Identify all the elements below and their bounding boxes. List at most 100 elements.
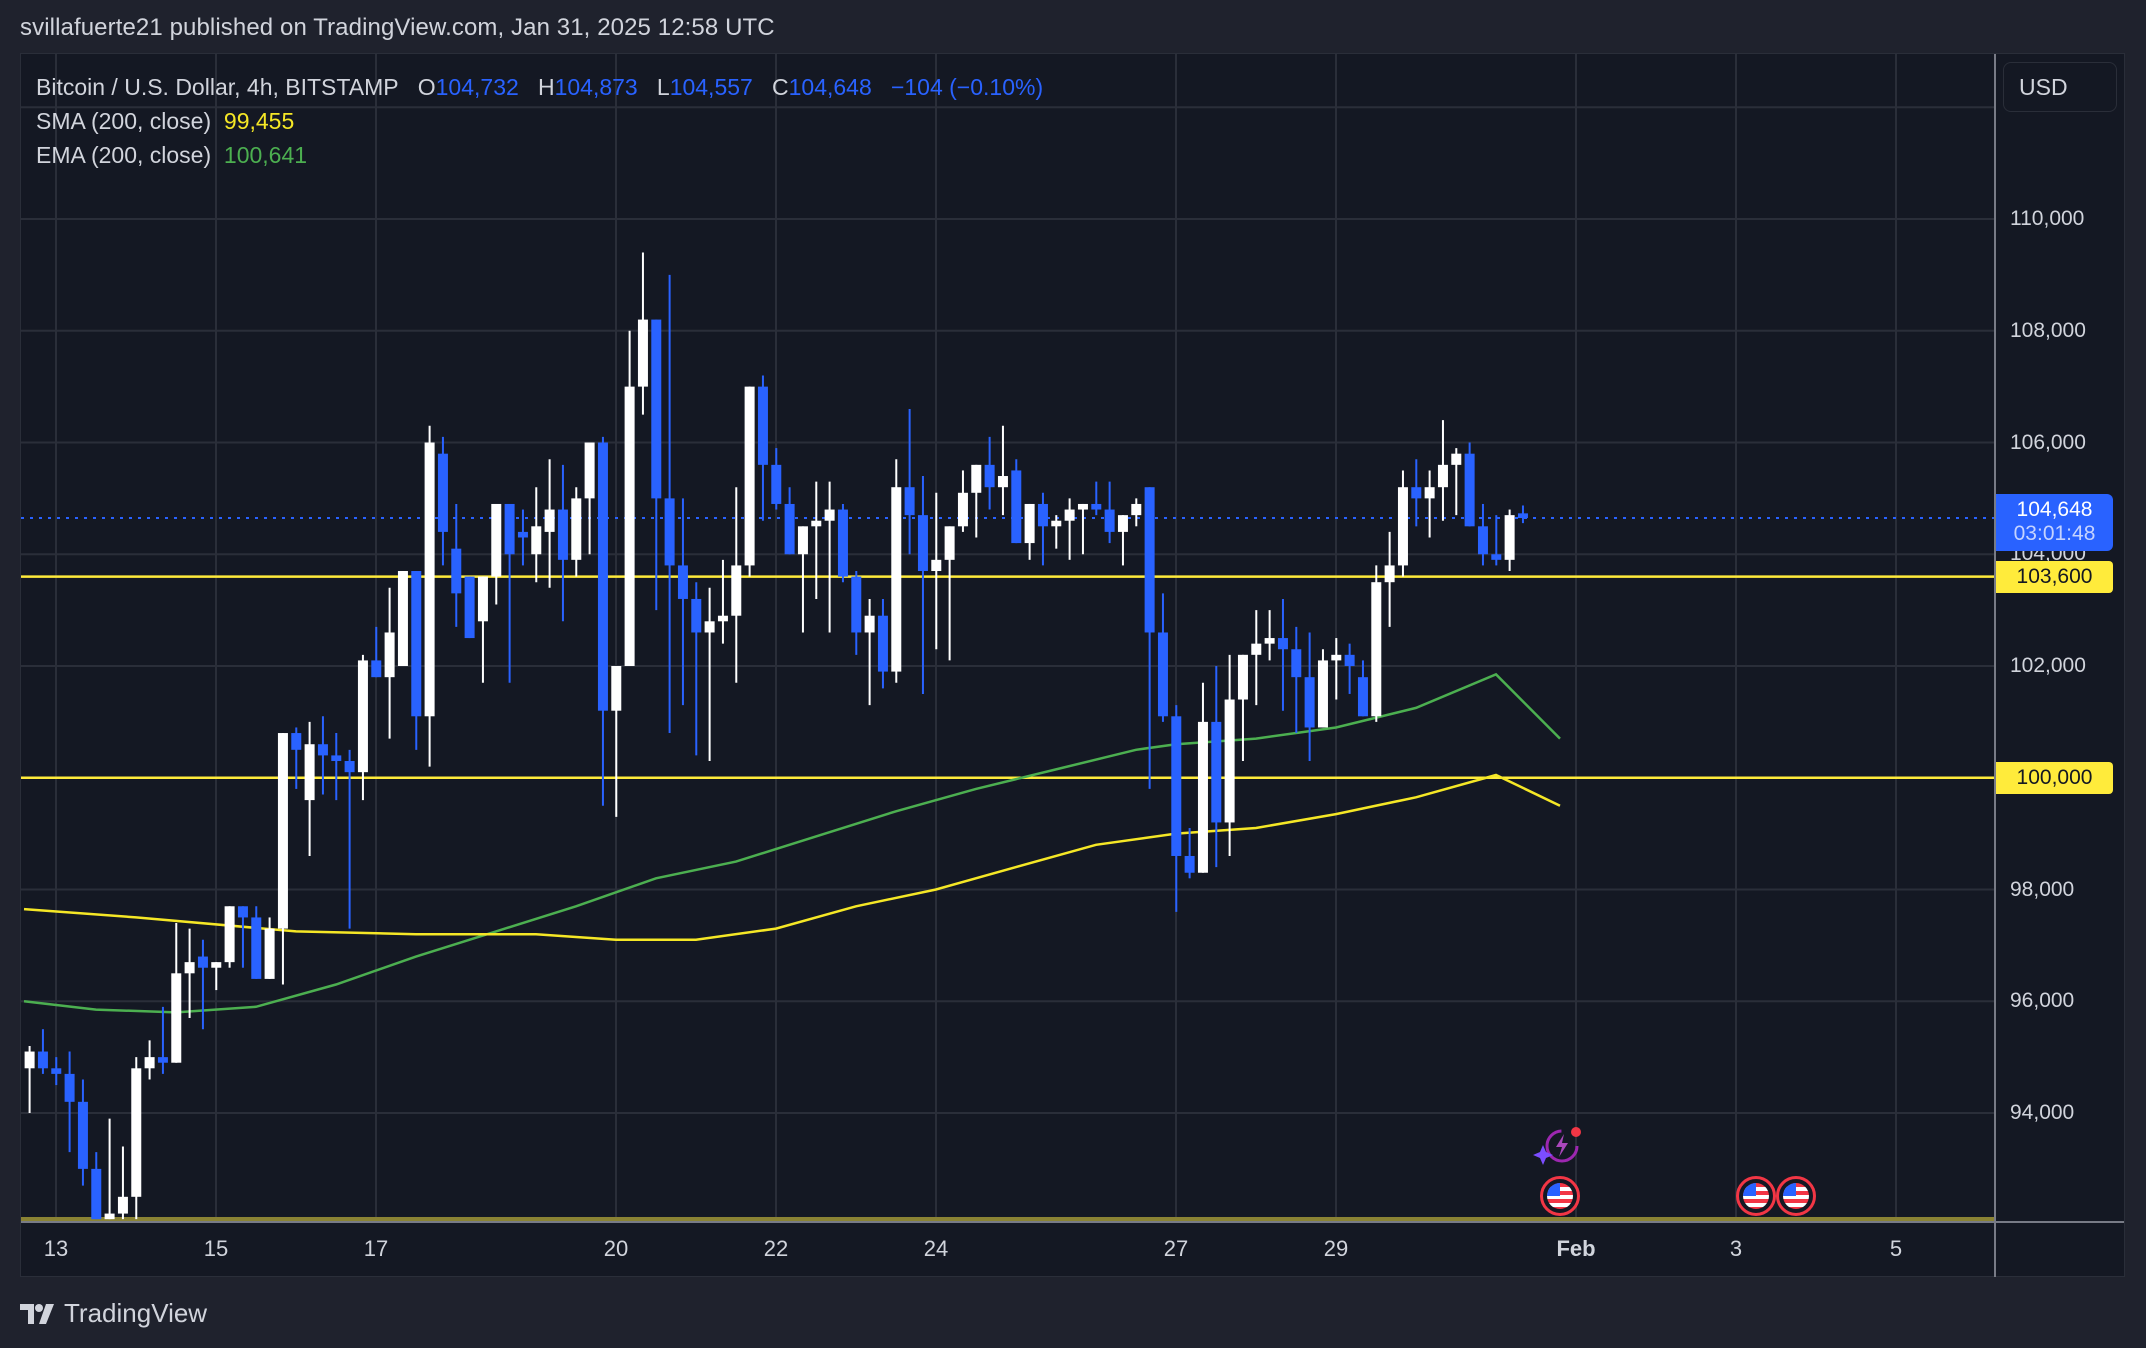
ema-label[interactable]: EMA (200, close) <box>36 142 212 168</box>
candle-up <box>1504 515 1515 560</box>
candle-up <box>1397 487 1408 566</box>
candle-up <box>1331 654 1342 661</box>
us-flag-icon <box>1743 1183 1769 1209</box>
candle-down <box>157 1057 168 1063</box>
candle-up <box>144 1057 155 1069</box>
logo-text: TradingView <box>64 1298 208 1328</box>
time-tick-label: 5 <box>1889 1236 1903 1261</box>
candle-down <box>917 515 928 572</box>
candle-down <box>437 453 448 532</box>
candle-up <box>24 1051 35 1069</box>
candle-up <box>1264 638 1275 644</box>
candle-down <box>331 755 342 761</box>
time-tick-label: 20 <box>603 1236 629 1261</box>
candle-up <box>1237 654 1248 700</box>
candle-down <box>1157 632 1168 717</box>
candle-down <box>1277 638 1288 650</box>
us-flag-event-icon[interactable] <box>1736 1176 1776 1216</box>
candle-up <box>584 442 595 499</box>
candle-down <box>344 760 355 773</box>
candle-up <box>531 526 542 555</box>
candle-up <box>571 498 582 560</box>
candle-down <box>1304 677 1315 728</box>
close-label: C <box>772 74 789 100</box>
candle-up <box>477 576 488 622</box>
candle-down <box>1104 509 1115 532</box>
candle-up <box>1371 582 1382 717</box>
time-tick-label: 13 <box>43 1236 69 1261</box>
candle-down <box>237 906 248 918</box>
candle-up <box>1424 487 1435 499</box>
candle-down <box>1464 453 1475 527</box>
candle-up <box>424 442 435 717</box>
candle-down <box>1171 716 1182 856</box>
lightning-event-icon[interactable] <box>1530 1122 1590 1172</box>
candle-down <box>317 744 328 756</box>
candle-down <box>64 1073 75 1102</box>
candle-down <box>1211 721 1222 823</box>
candle-up <box>957 492 968 527</box>
price-tick-label: 110,000 <box>2010 207 2085 230</box>
candle-down <box>904 487 915 516</box>
price-tick-label: 102,000 <box>2010 654 2086 677</box>
candle-down <box>677 565 688 599</box>
candle-down <box>984 464 995 488</box>
candle-down <box>1477 526 1488 555</box>
candle-down <box>1091 503 1102 510</box>
flag-canton <box>1547 1183 1560 1196</box>
candle-up <box>357 660 368 773</box>
currency-button[interactable]: USD <box>2003 62 2117 112</box>
candle-down <box>37 1051 48 1069</box>
low-label: L <box>656 74 670 100</box>
time-tick-label: 15 <box>203 1236 229 1261</box>
candle-down <box>837 509 848 577</box>
plot-area[interactable] <box>21 252 1995 1221</box>
candle-down <box>557 509 568 560</box>
change-value: −104 (−0.10%) <box>890 74 1044 100</box>
candle-up <box>1051 520 1062 527</box>
symbol-title[interactable]: Bitcoin / U.S. Dollar, 4h, BITSTAMP <box>36 74 399 100</box>
candle-down <box>784 503 795 555</box>
candle-up <box>184 962 195 974</box>
tradingview-logo[interactable]: TradingView <box>20 1298 207 1329</box>
open-label: O <box>417 74 436 100</box>
time-tick-label: 17 <box>363 1236 389 1261</box>
symbol-row[interactable]: Bitcoin / U.S. Dollar, 4h, BITSTAMP O 104… <box>36 70 1043 104</box>
us-flag-event-icon[interactable] <box>1776 1176 1816 1216</box>
price-tick-label: 108,000 <box>2010 318 2086 342</box>
candle-up <box>944 526 955 560</box>
ema-row[interactable]: EMA (200, close) 100,641 <box>36 138 1043 172</box>
candle-down <box>91 1168 102 1220</box>
candle-down <box>1011 470 1022 544</box>
publisher-line: svillafuerte21 published on TradingView.… <box>20 14 775 41</box>
candle-up <box>811 520 822 527</box>
candle-up <box>384 632 395 678</box>
level-tag-103600: 103,600 <box>1996 560 2113 593</box>
time-tick-label: 24 <box>923 1236 949 1261</box>
sma-label[interactable]: SMA (200, close) <box>36 108 212 134</box>
time-tick-label: 29 <box>1323 1236 1349 1261</box>
time-tick-label: 27 <box>1163 1236 1189 1261</box>
us-flag-event-icon[interactable] <box>1540 1176 1580 1216</box>
candle-up <box>931 559 942 572</box>
candle-up <box>1131 503 1142 516</box>
high-value: 104,873 <box>554 74 638 100</box>
candle-up <box>1117 515 1128 532</box>
candle-down <box>1491 554 1502 560</box>
candle-down <box>51 1068 62 1074</box>
candle-up <box>491 503 502 577</box>
candle-up <box>304 744 315 801</box>
candle-up <box>104 1213 115 1220</box>
candle-up <box>997 476 1008 488</box>
time-tick-label: 22 <box>763 1236 789 1261</box>
candle-down <box>757 386 768 465</box>
price-tick-label: 98,000 <box>2010 877 2075 901</box>
candle-down <box>371 660 382 678</box>
candle-up <box>744 386 755 566</box>
candle-up <box>1384 565 1395 583</box>
candle-down <box>197 956 208 968</box>
candle-up <box>704 621 715 633</box>
sma-row[interactable]: SMA (200, close) 99,455 <box>36 104 1043 138</box>
candle-up <box>731 565 742 616</box>
